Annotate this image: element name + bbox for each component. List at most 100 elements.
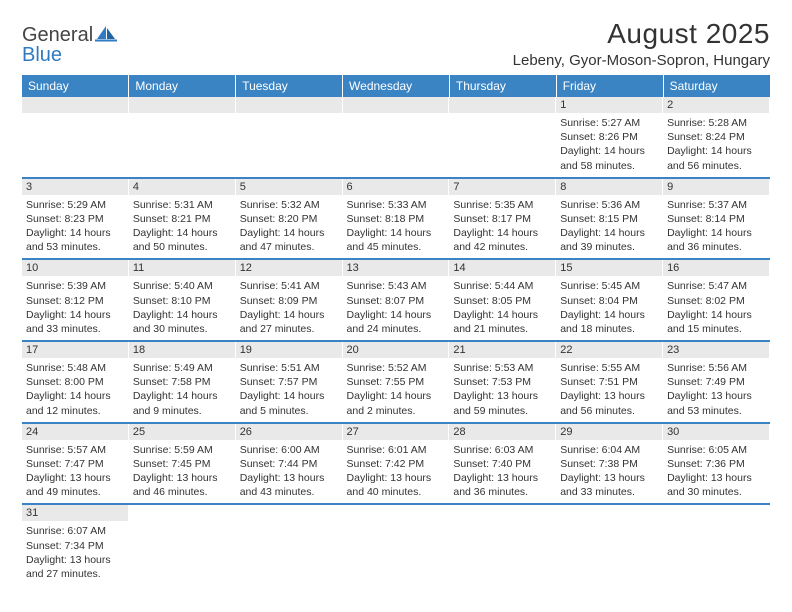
- calendar-cell: 22Sunrise: 5:55 AMSunset: 7:51 PMDayligh…: [556, 341, 663, 423]
- logo-sail-icon: [95, 24, 117, 47]
- calendar-cell: 11Sunrise: 5:40 AMSunset: 8:10 PMDayligh…: [129, 259, 236, 341]
- calendar-week-row: 10Sunrise: 5:39 AMSunset: 8:12 PMDayligh…: [22, 259, 770, 341]
- day-details: Sunrise: 5:59 AMSunset: 7:45 PMDaylight:…: [129, 440, 236, 504]
- day-number: 31: [22, 505, 129, 521]
- calendar-cell: [129, 504, 236, 585]
- calendar-cell: 27Sunrise: 6:01 AMSunset: 7:42 PMDayligh…: [343, 423, 450, 505]
- calendar-cell: 6Sunrise: 5:33 AMSunset: 8:18 PMDaylight…: [343, 178, 450, 260]
- calendar-cell: [663, 504, 770, 585]
- calendar-cell: [343, 504, 450, 585]
- calendar-cell: 10Sunrise: 5:39 AMSunset: 8:12 PMDayligh…: [22, 259, 129, 341]
- calendar-cell: [556, 504, 663, 585]
- calendar-table: Sunday Monday Tuesday Wednesday Thursday…: [22, 75, 770, 585]
- calendar-cell: 3Sunrise: 5:29 AMSunset: 8:23 PMDaylight…: [22, 178, 129, 260]
- day-number: 17: [22, 342, 129, 358]
- calendar-cell: [236, 97, 343, 178]
- day-details: Sunrise: 5:52 AMSunset: 7:55 PMDaylight:…: [343, 358, 450, 422]
- day-details: Sunrise: 5:36 AMSunset: 8:15 PMDaylight:…: [556, 195, 663, 259]
- calendar-cell: 5Sunrise: 5:32 AMSunset: 8:20 PMDaylight…: [236, 178, 343, 260]
- day-details: Sunrise: 6:01 AMSunset: 7:42 PMDaylight:…: [343, 440, 450, 504]
- day-details: Sunrise: 5:32 AMSunset: 8:20 PMDaylight:…: [236, 195, 343, 259]
- empty-daynum: [343, 97, 450, 113]
- day-number: 3: [22, 179, 129, 195]
- day-number: 20: [343, 342, 450, 358]
- day-number: 6: [343, 179, 450, 195]
- calendar-cell: 12Sunrise: 5:41 AMSunset: 8:09 PMDayligh…: [236, 259, 343, 341]
- day-details: Sunrise: 5:53 AMSunset: 7:53 PMDaylight:…: [449, 358, 556, 422]
- day-details: Sunrise: 5:44 AMSunset: 8:05 PMDaylight:…: [449, 276, 556, 340]
- weekday-header: Saturday: [663, 75, 770, 97]
- day-number: 22: [556, 342, 663, 358]
- calendar-cell: 30Sunrise: 6:05 AMSunset: 7:36 PMDayligh…: [663, 423, 770, 505]
- empty-daynum: [129, 97, 236, 113]
- day-details: Sunrise: 5:33 AMSunset: 8:18 PMDaylight:…: [343, 195, 450, 259]
- calendar-cell: 8Sunrise: 5:36 AMSunset: 8:15 PMDaylight…: [556, 178, 663, 260]
- day-details: Sunrise: 5:28 AMSunset: 8:24 PMDaylight:…: [663, 113, 770, 177]
- day-details: Sunrise: 5:29 AMSunset: 8:23 PMDaylight:…: [22, 195, 129, 259]
- weekday-header: Wednesday: [343, 75, 450, 97]
- weekday-header: Friday: [556, 75, 663, 97]
- calendar-cell: 24Sunrise: 5:57 AMSunset: 7:47 PMDayligh…: [22, 423, 129, 505]
- day-number: 2: [663, 97, 770, 113]
- calendar-cell: 1Sunrise: 5:27 AMSunset: 8:26 PMDaylight…: [556, 97, 663, 178]
- calendar-cell: 21Sunrise: 5:53 AMSunset: 7:53 PMDayligh…: [449, 341, 556, 423]
- calendar-cell: 2Sunrise: 5:28 AMSunset: 8:24 PMDaylight…: [663, 97, 770, 178]
- calendar-cell: 19Sunrise: 5:51 AMSunset: 7:57 PMDayligh…: [236, 341, 343, 423]
- day-details: Sunrise: 6:03 AMSunset: 7:40 PMDaylight:…: [449, 440, 556, 504]
- calendar-cell: 26Sunrise: 6:00 AMSunset: 7:44 PMDayligh…: [236, 423, 343, 505]
- day-details: Sunrise: 5:27 AMSunset: 8:26 PMDaylight:…: [556, 113, 663, 177]
- day-details: Sunrise: 5:37 AMSunset: 8:14 PMDaylight:…: [663, 195, 770, 259]
- calendar-cell: 15Sunrise: 5:45 AMSunset: 8:04 PMDayligh…: [556, 259, 663, 341]
- title-block: August 2025 Lebeny, Gyor-Moson-Sopron, H…: [513, 18, 770, 69]
- calendar-week-row: 1Sunrise: 5:27 AMSunset: 8:26 PMDaylight…: [22, 97, 770, 178]
- weekday-header: Sunday: [22, 75, 129, 97]
- weekday-header: Tuesday: [236, 75, 343, 97]
- calendar-cell: 29Sunrise: 6:04 AMSunset: 7:38 PMDayligh…: [556, 423, 663, 505]
- calendar-cell: 17Sunrise: 5:48 AMSunset: 8:00 PMDayligh…: [22, 341, 129, 423]
- day-details: Sunrise: 6:07 AMSunset: 7:34 PMDaylight:…: [22, 521, 129, 585]
- page-title: August 2025: [513, 18, 770, 50]
- calendar-cell: 28Sunrise: 6:03 AMSunset: 7:40 PMDayligh…: [449, 423, 556, 505]
- calendar-cell: [236, 504, 343, 585]
- weekday-header: Monday: [129, 75, 236, 97]
- day-number: 8: [556, 179, 663, 195]
- day-number: 5: [236, 179, 343, 195]
- day-details: Sunrise: 5:40 AMSunset: 8:10 PMDaylight:…: [129, 276, 236, 340]
- day-number: 10: [22, 260, 129, 276]
- day-details: Sunrise: 5:39 AMSunset: 8:12 PMDaylight:…: [22, 276, 129, 340]
- calendar-week-row: 3Sunrise: 5:29 AMSunset: 8:23 PMDaylight…: [22, 178, 770, 260]
- day-number: 1: [556, 97, 663, 113]
- day-details: Sunrise: 5:56 AMSunset: 7:49 PMDaylight:…: [663, 358, 770, 422]
- calendar-cell: 31Sunrise: 6:07 AMSunset: 7:34 PMDayligh…: [22, 504, 129, 585]
- day-details: Sunrise: 6:04 AMSunset: 7:38 PMDaylight:…: [556, 440, 663, 504]
- day-details: Sunrise: 5:41 AMSunset: 8:09 PMDaylight:…: [236, 276, 343, 340]
- calendar-cell: 25Sunrise: 5:59 AMSunset: 7:45 PMDayligh…: [129, 423, 236, 505]
- day-number: 24: [22, 424, 129, 440]
- header: General August 2025 Lebeny, Gyor-Moson-S…: [22, 18, 770, 69]
- location-text: Lebeny, Gyor-Moson-Sopron, Hungary: [513, 52, 770, 69]
- day-number: 19: [236, 342, 343, 358]
- empty-daynum: [22, 97, 129, 113]
- day-details: Sunrise: 5:45 AMSunset: 8:04 PMDaylight:…: [556, 276, 663, 340]
- calendar-cell: 16Sunrise: 5:47 AMSunset: 8:02 PMDayligh…: [663, 259, 770, 341]
- calendar-cell: [449, 97, 556, 178]
- calendar-cell: 14Sunrise: 5:44 AMSunset: 8:05 PMDayligh…: [449, 259, 556, 341]
- day-number: 26: [236, 424, 343, 440]
- day-number: 4: [129, 179, 236, 195]
- day-number: 13: [343, 260, 450, 276]
- day-number: 14: [449, 260, 556, 276]
- day-details: Sunrise: 5:47 AMSunset: 8:02 PMDaylight:…: [663, 276, 770, 340]
- day-details: Sunrise: 6:05 AMSunset: 7:36 PMDaylight:…: [663, 440, 770, 504]
- day-number: 11: [129, 260, 236, 276]
- day-details: Sunrise: 5:57 AMSunset: 7:47 PMDaylight:…: [22, 440, 129, 504]
- day-details: Sunrise: 5:48 AMSunset: 8:00 PMDaylight:…: [22, 358, 129, 422]
- empty-daynum: [449, 97, 556, 113]
- calendar-cell: [449, 504, 556, 585]
- day-details: Sunrise: 5:31 AMSunset: 8:21 PMDaylight:…: [129, 195, 236, 259]
- calendar-cell: 9Sunrise: 5:37 AMSunset: 8:14 PMDaylight…: [663, 178, 770, 260]
- calendar-week-row: 17Sunrise: 5:48 AMSunset: 8:00 PMDayligh…: [22, 341, 770, 423]
- day-number: 28: [449, 424, 556, 440]
- day-details: Sunrise: 5:51 AMSunset: 7:57 PMDaylight:…: [236, 358, 343, 422]
- empty-daynum: [236, 97, 343, 113]
- day-details: Sunrise: 5:35 AMSunset: 8:17 PMDaylight:…: [449, 195, 556, 259]
